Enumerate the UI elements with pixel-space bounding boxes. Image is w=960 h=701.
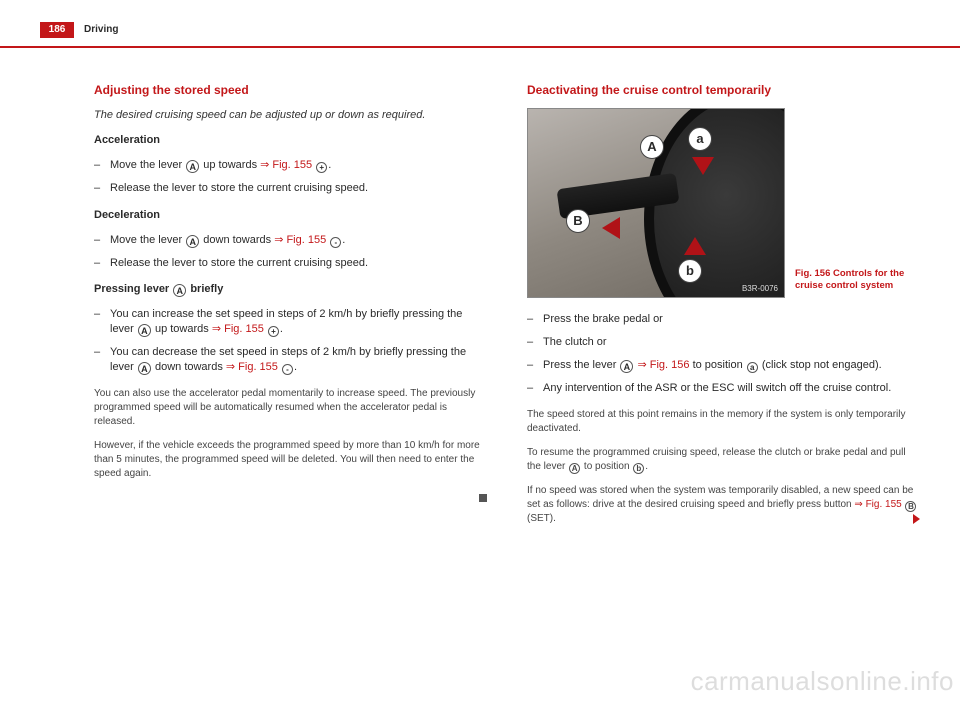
arrow-down-icon	[692, 157, 714, 175]
header-rule	[0, 46, 960, 48]
list-item: Any intervention of the ASR or the ESC w…	[527, 381, 920, 396]
end-square-icon	[479, 494, 487, 502]
callout-B: B	[566, 209, 590, 233]
arrow-side-icon	[602, 217, 620, 239]
callout-A: A	[640, 135, 664, 159]
fine-text: If no speed was stored when the system w…	[527, 484, 920, 526]
list-item: Release the lever to store the current c…	[94, 256, 487, 271]
left-heading: Adjusting the stored speed	[94, 82, 487, 98]
callout-a: a	[688, 127, 712, 151]
fine-text: However, if the vehicle exceeds the prog…	[94, 439, 487, 481]
figure-row: A B a b B3R-0076 Fig. 156 Controls for t…	[527, 108, 920, 298]
list-item: Press the lever A ⇒ Fig. 156 to position…	[527, 358, 920, 373]
page-number-tab: 186	[40, 22, 74, 38]
fine-text: You can also use the accelerator pedal m…	[94, 387, 487, 429]
list-item: Release the lever to store the current c…	[94, 181, 487, 196]
section-end	[94, 491, 487, 506]
list-item: Move the lever A up towards ⇒ Fig. 155 +…	[94, 158, 487, 173]
list-item: You can increase the set speed in steps …	[94, 307, 487, 337]
accel-title: Acceleration	[94, 133, 487, 148]
arrow-up-icon	[684, 237, 706, 255]
continue-arrow-icon	[913, 514, 920, 524]
fine-text: The speed stored at this point remains i…	[527, 408, 920, 436]
page-header: 186 Driving	[0, 0, 960, 44]
brief-list: You can increase the set speed in steps …	[94, 307, 487, 375]
figure-156: A B a b B3R-0076	[527, 108, 785, 298]
accel-list: Move the lever A up towards ⇒ Fig. 155 +…	[94, 158, 487, 196]
list-item: Press the brake pedal or	[527, 312, 920, 327]
decel-list: Move the lever A down towards ⇒ Fig. 155…	[94, 233, 487, 271]
decel-title: Deceleration	[94, 208, 487, 223]
chapter-title: Driving	[84, 22, 118, 38]
right-heading: Deactivating the cruise control temporar…	[527, 82, 920, 98]
figure-imgid: B3R-0076	[740, 284, 780, 295]
left-column: Adjusting the stored speed The desired c…	[94, 82, 487, 536]
figure-caption: Fig. 156 Controls for the cruise control…	[795, 268, 905, 293]
content-columns: Adjusting the stored speed The desired c…	[94, 82, 920, 536]
fine-text: To resume the programmed cruising speed,…	[527, 446, 920, 474]
deactivate-list: Press the brake pedal or The clutch or P…	[527, 312, 920, 396]
left-lead: The desired cruising speed can be adjust…	[94, 108, 487, 123]
list-item: The clutch or	[527, 335, 920, 350]
callout-b: b	[678, 259, 702, 283]
list-item: Move the lever A down towards ⇒ Fig. 155…	[94, 233, 487, 248]
right-column: Deactivating the cruise control temporar…	[527, 82, 920, 536]
watermark: carmanualsonline.info	[691, 666, 954, 697]
brief-title: Pressing lever A briefly	[94, 282, 487, 297]
list-item: You can decrease the set speed in steps …	[94, 345, 487, 375]
